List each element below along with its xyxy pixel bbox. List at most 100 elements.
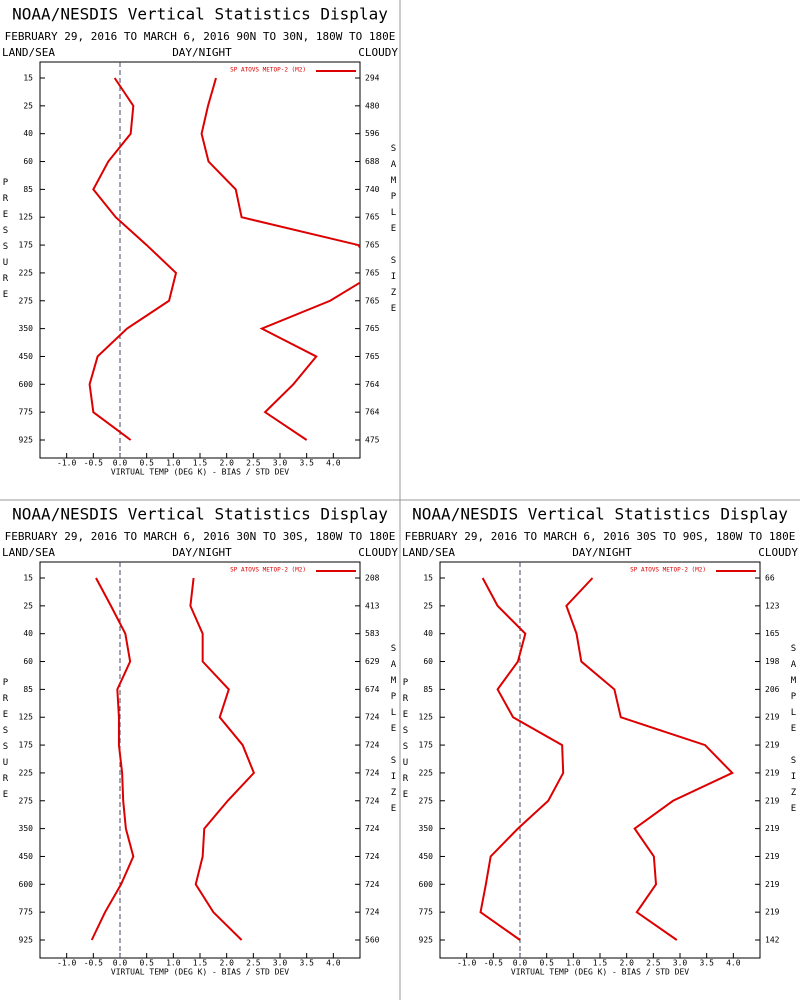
plot-frame bbox=[39, 61, 361, 459]
x-tick-label: 3.5 bbox=[299, 459, 314, 468]
x-tick-label: 2.5 bbox=[246, 959, 261, 968]
land-sea-label: LAND/SEA bbox=[2, 46, 55, 59]
y-tick-label: 350 bbox=[19, 824, 34, 833]
sample-size-label: 724 bbox=[365, 908, 380, 917]
sample-size-label: 764 bbox=[365, 408, 380, 417]
y-tick-label: 85 bbox=[23, 685, 33, 694]
x-tick-label: 1.0 bbox=[166, 959, 181, 968]
x-tick-label: 3.0 bbox=[273, 459, 288, 468]
sample-size-label: 219 bbox=[765, 768, 780, 777]
x-tick-label: 3.0 bbox=[273, 959, 288, 968]
x-tick-label: 4.0 bbox=[326, 459, 341, 468]
y-tick-label: 15 bbox=[23, 74, 33, 83]
chart-subtitle: FEBRUARY 29, 2016 TO MARCH 6, 2016 30S T… bbox=[405, 530, 796, 543]
x-tick-label: 2.0 bbox=[219, 459, 234, 468]
y2-axis-label: SAMPLE SIZE bbox=[389, 644, 399, 820]
y-tick-label: 60 bbox=[423, 657, 433, 666]
series-line bbox=[88, 77, 178, 441]
series-line bbox=[90, 577, 135, 941]
sample-size-label: 198 bbox=[765, 657, 780, 666]
x-tick-label: -0.5 bbox=[84, 459, 103, 468]
x-tick-label: -0.5 bbox=[84, 959, 103, 968]
x-tick-label: 3.5 bbox=[299, 959, 314, 968]
sample-size-label: 629 bbox=[365, 657, 380, 666]
series-line bbox=[479, 577, 565, 941]
sample-size-label: 219 bbox=[765, 880, 780, 889]
x-axis-label: VIRTUAL TEMP (DEG K) - BIAS / STD DEV bbox=[111, 468, 289, 477]
cloud-label: CLOUDY bbox=[758, 546, 798, 559]
y-tick-label: 925 bbox=[419, 936, 434, 945]
y-tick-label: 175 bbox=[19, 741, 34, 750]
y-tick-label: 125 bbox=[419, 713, 434, 722]
sample-size-label: 66 bbox=[765, 574, 775, 583]
y-tick-label: 40 bbox=[23, 129, 33, 138]
x-tick-label: 1.5 bbox=[193, 459, 208, 468]
y-tick-label: 275 bbox=[19, 296, 34, 305]
sample-size-label: 596 bbox=[365, 129, 380, 138]
sample-size-label: 740 bbox=[365, 185, 380, 194]
x-tick-label: 0.0 bbox=[113, 959, 128, 968]
sample-size-label: 724 bbox=[365, 852, 380, 861]
y-tick-label: 225 bbox=[419, 768, 434, 777]
cloud-label: CLOUDY bbox=[358, 546, 398, 559]
sample-size-label: 219 bbox=[765, 852, 780, 861]
x-axis-label: VIRTUAL TEMP (DEG K) - BIAS / STD DEV bbox=[111, 968, 289, 977]
x-tick-label: 0.5 bbox=[139, 459, 154, 468]
y-tick-label: 450 bbox=[19, 852, 34, 861]
y-tick-label: 350 bbox=[419, 824, 434, 833]
x-tick-label: 2.5 bbox=[646, 959, 661, 968]
land-sea-label: LAND/SEA bbox=[2, 546, 55, 559]
land-sea-label: LAND/SEA bbox=[402, 546, 455, 559]
sample-size-label: 208 bbox=[365, 574, 380, 583]
y-tick-label: 775 bbox=[19, 408, 34, 417]
sample-size-label: 765 bbox=[365, 268, 380, 277]
sample-size-label: 764 bbox=[365, 380, 380, 389]
sample-size-label: 294 bbox=[365, 74, 380, 83]
y-tick-label: 600 bbox=[19, 380, 34, 389]
sample-size-label: 765 bbox=[365, 213, 380, 222]
legend-label: SP ATOVS METOP-2 (M2) bbox=[230, 567, 306, 574]
y-tick-label: 60 bbox=[23, 657, 33, 666]
sample-size-label: 219 bbox=[765, 796, 780, 805]
y-tick-label: 350 bbox=[19, 324, 34, 333]
y-tick-label: 925 bbox=[19, 436, 34, 445]
x-tick-label: -1.0 bbox=[457, 959, 476, 968]
y2-axis-label: SAMPLE SIZE bbox=[789, 644, 799, 820]
y-tick-label: 450 bbox=[419, 852, 434, 861]
sample-size-label: 123 bbox=[765, 601, 780, 610]
sample-size-label: 413 bbox=[365, 601, 380, 610]
y-axis-label: PRESSURE bbox=[401, 678, 411, 806]
y-tick-label: 85 bbox=[23, 185, 33, 194]
sample-size-label: 724 bbox=[365, 824, 380, 833]
sample-size-label: 724 bbox=[365, 768, 380, 777]
y-tick-label: 275 bbox=[19, 796, 34, 805]
chart-title: NOAA/NESDIS Vertical Statistics Display bbox=[12, 5, 388, 24]
sample-size-label: 219 bbox=[765, 908, 780, 917]
chart-subtitle: FEBRUARY 29, 2016 TO MARCH 6, 2016 90N T… bbox=[5, 30, 396, 43]
y-tick-label: 25 bbox=[23, 101, 33, 110]
day-night-label: DAY/NIGHT bbox=[172, 546, 232, 559]
series-line bbox=[189, 577, 256, 941]
sample-size-label: 765 bbox=[365, 352, 380, 361]
y-tick-label: 175 bbox=[419, 741, 434, 750]
x-tick-label: -1.0 bbox=[57, 959, 76, 968]
chart-subtitle: FEBRUARY 29, 2016 TO MARCH 6, 2016 30N T… bbox=[5, 530, 396, 543]
x-tick-label: 2.0 bbox=[619, 959, 634, 968]
y-tick-label: 450 bbox=[19, 352, 34, 361]
x-tick-label: -0.5 bbox=[484, 959, 503, 968]
x-tick-label: 3.0 bbox=[673, 959, 688, 968]
sample-size-label: 165 bbox=[765, 629, 780, 638]
y-tick-label: 225 bbox=[19, 268, 34, 277]
y-tick-label: 275 bbox=[419, 796, 434, 805]
sample-size-label: 724 bbox=[365, 713, 380, 722]
x-tick-label: 1.5 bbox=[593, 959, 608, 968]
sample-size-label: 142 bbox=[765, 936, 780, 945]
sample-size-label: 583 bbox=[365, 629, 380, 638]
sample-size-label: 765 bbox=[365, 324, 380, 333]
sample-size-label: 765 bbox=[365, 296, 380, 305]
plot-frame bbox=[39, 561, 361, 959]
x-tick-label: 2.0 bbox=[219, 959, 234, 968]
y-tick-label: 175 bbox=[19, 241, 34, 250]
